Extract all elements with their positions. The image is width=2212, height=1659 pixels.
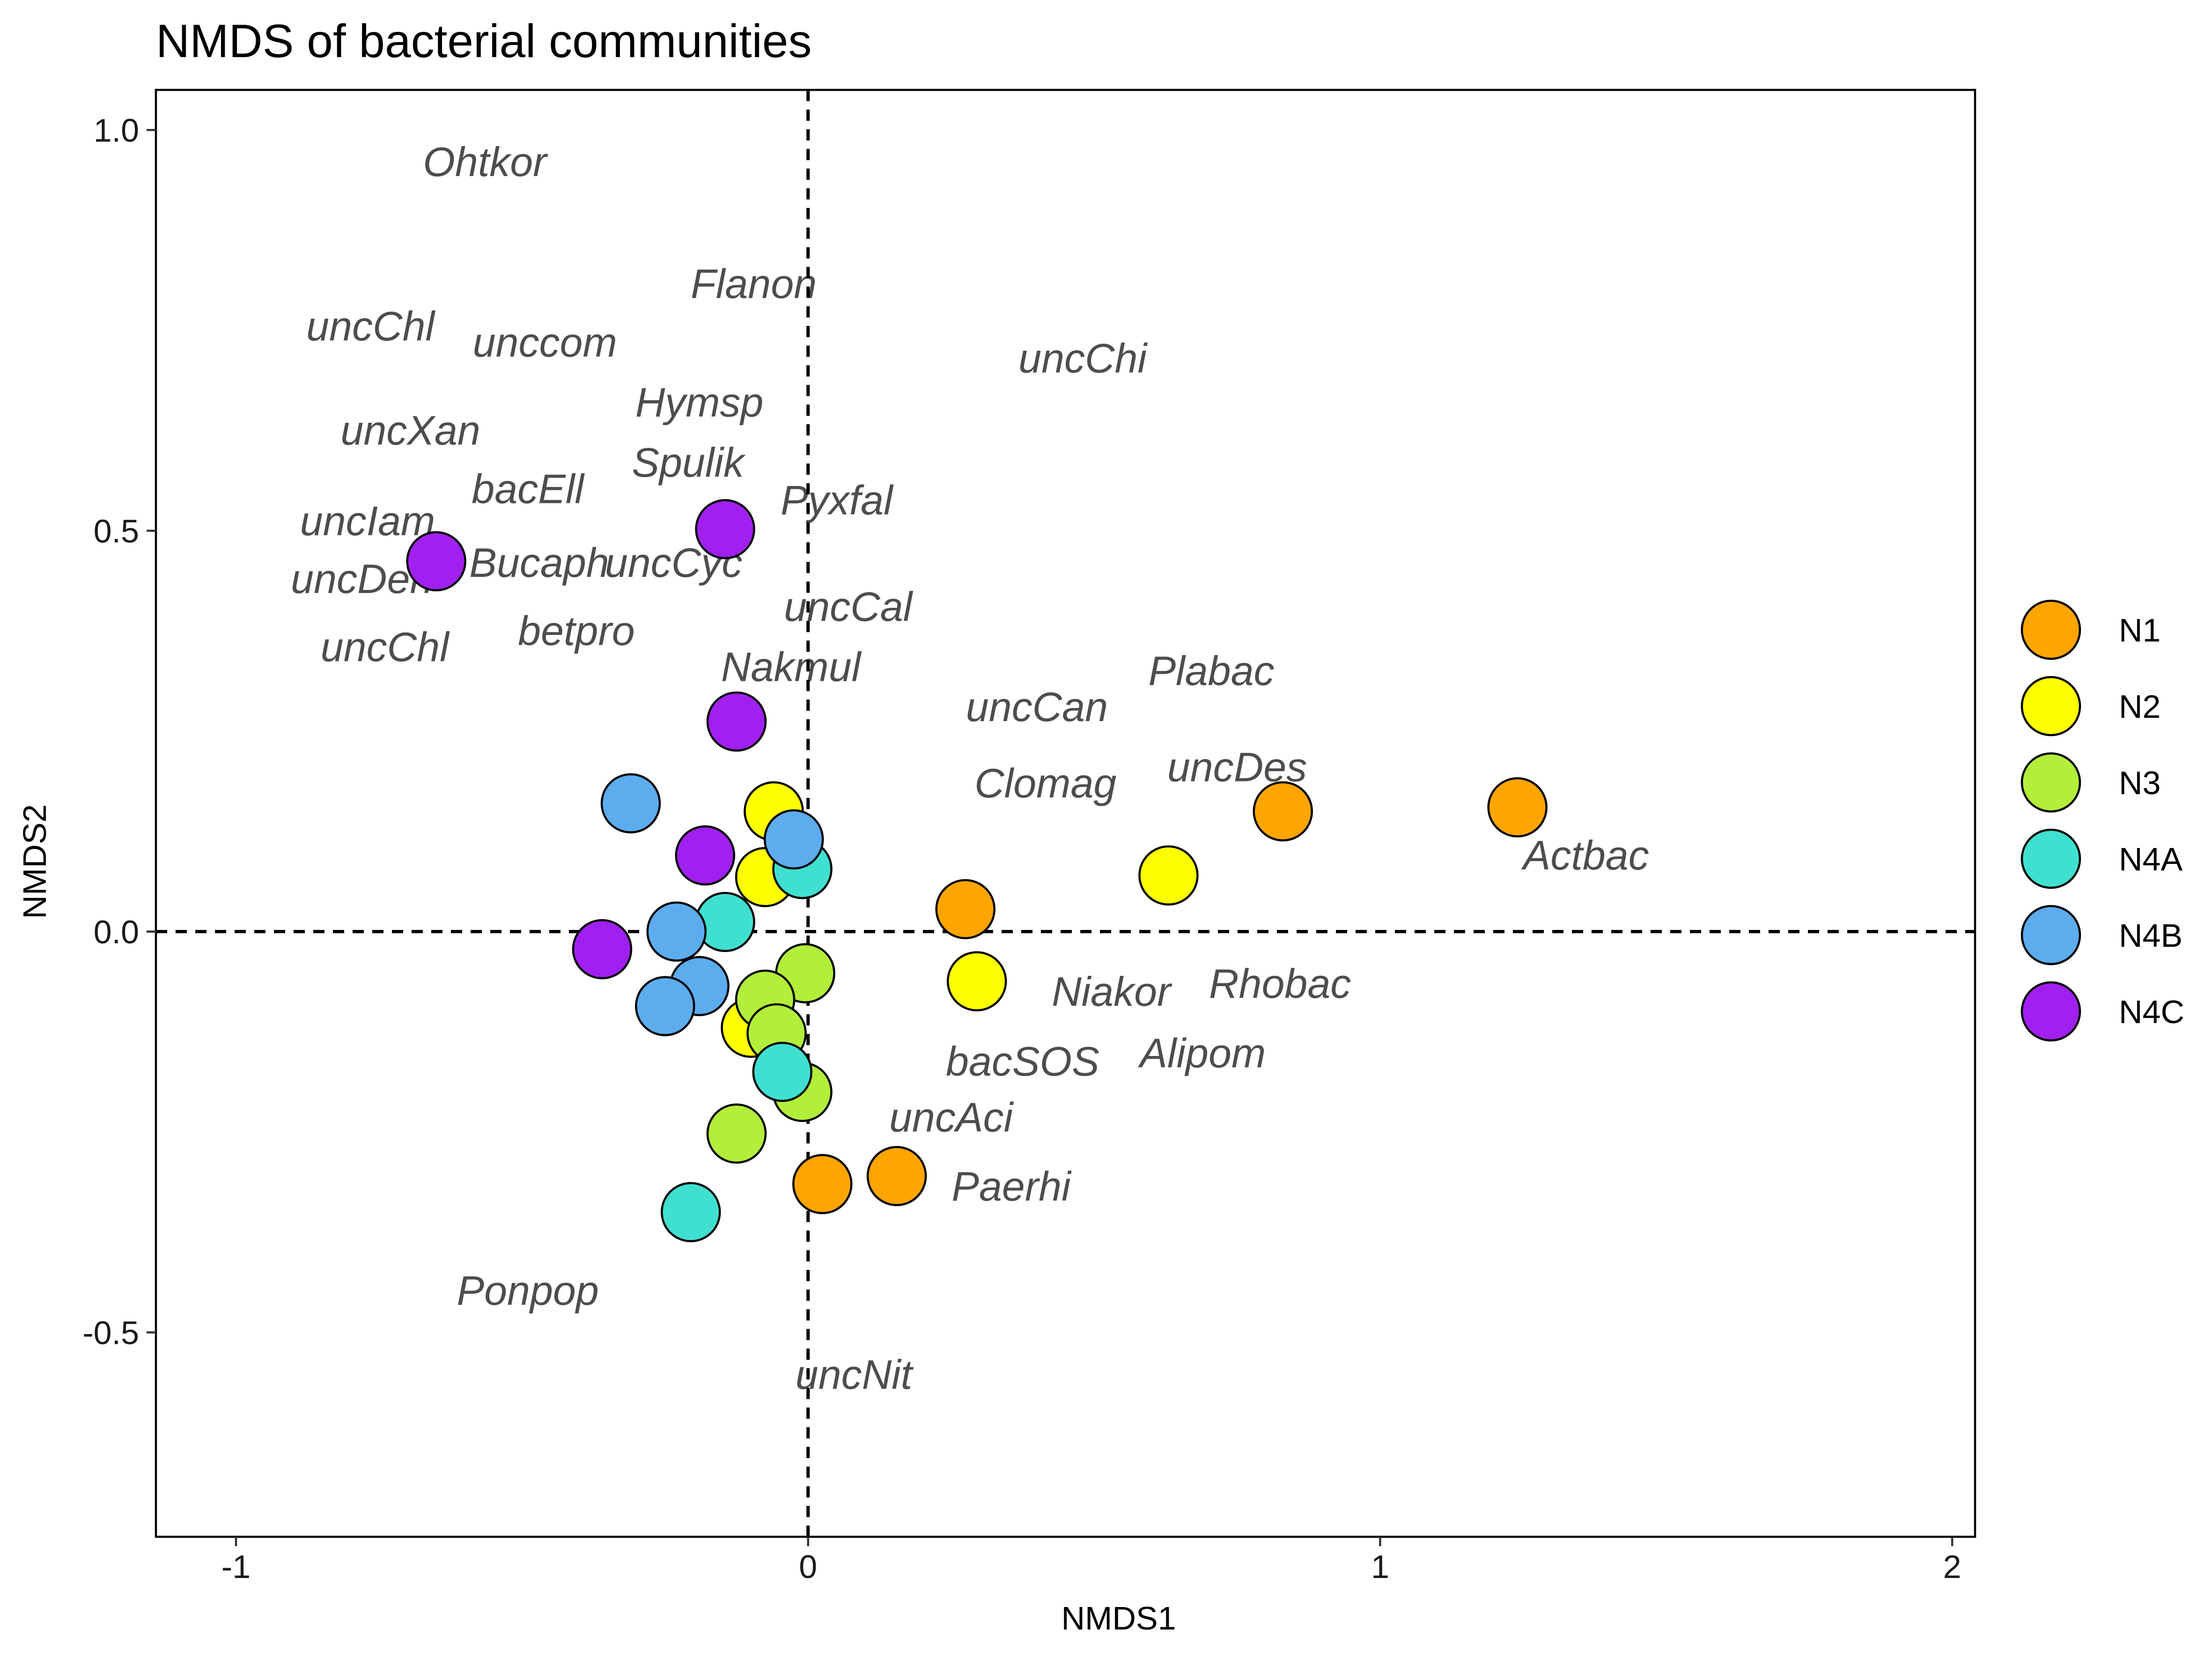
legend: N1 N2 N3 N4A N4B N4C [2020, 599, 2184, 1042]
species-label: Bucaph [469, 539, 609, 586]
species-label: Niakor [1052, 968, 1172, 1015]
species-label: uncCan [966, 684, 1108, 730]
species-label: Ohtkor [423, 139, 548, 185]
species-label: uncCal [784, 583, 913, 630]
legend-item-n4a: N4A [2020, 828, 2183, 889]
point-n1 [1487, 777, 1548, 838]
point-n4b [763, 809, 824, 870]
point-n3 [706, 1103, 767, 1164]
species-label: uncNit [796, 1351, 914, 1398]
legend-label: N2 [2119, 688, 2160, 725]
data-points [406, 499, 1548, 1242]
legend-key-n1 [2020, 599, 2081, 660]
panel-background [156, 90, 1975, 1537]
species-label: uncChl [321, 624, 450, 670]
point-n1 [792, 1154, 853, 1215]
legend-key-n4c [2020, 981, 2081, 1042]
legend-label: N4B [2119, 917, 2183, 954]
point-n4c [406, 531, 466, 591]
species-label: Pyxfal [781, 477, 894, 523]
y-tick-label: 1.0 [94, 112, 139, 149]
x-tick-label: 1 [1371, 1548, 1389, 1585]
point-n4b [646, 901, 707, 962]
legend-item-n4b: N4B [2020, 905, 2183, 966]
panel-border [155, 88, 1976, 1538]
legend-label: N4A [2119, 841, 2183, 877]
species-label: Paerhi [951, 1163, 1072, 1209]
species-label: unccom [473, 319, 617, 365]
point-n1 [866, 1146, 927, 1206]
y-axis-title: NMDS2 [16, 804, 53, 919]
x-tick-label: -1 [221, 1548, 251, 1585]
y-tick-label: 0.5 [94, 513, 139, 550]
species-label: Alipom [1137, 1030, 1266, 1077]
legend-item-n3: N3 [2020, 752, 2160, 813]
species-label: uncXan [340, 407, 480, 454]
y-tick-label: 0.0 [94, 914, 139, 951]
species-label: Ponpop [457, 1267, 598, 1313]
legend-label: N3 [2119, 765, 2160, 801]
point-n4c [706, 691, 767, 752]
point-n2 [946, 951, 1007, 1011]
point-n4b [635, 976, 695, 1036]
legend-label: N4C [2119, 994, 2184, 1030]
chart-title: NMDS of bacterial communities [156, 15, 811, 67]
species-label: betpro [518, 608, 635, 654]
species-label: Clomag [974, 760, 1116, 806]
species-label: Hymsp [635, 379, 764, 426]
legend-key-n4a [2020, 828, 2081, 889]
x-tick-label: 2 [1943, 1548, 1961, 1585]
point-n4c [675, 825, 736, 886]
legend-key-n4b [2020, 905, 2081, 966]
point-n1 [935, 879, 995, 939]
species-label: bacEll [472, 466, 585, 512]
point-n4b [600, 773, 661, 833]
species-label: Nakmul [721, 644, 862, 690]
species-label: Flanon [691, 260, 817, 307]
reference-lines [156, 90, 1975, 1537]
species-label: uncIam [300, 498, 435, 544]
species-labels: Ohtkor Flanon uncChl unccom uncChi Hymsp uncXa… [291, 139, 1649, 1398]
legend-item-n1: N1 [2020, 599, 2160, 660]
point-n4a [752, 1041, 813, 1102]
point-n4c [695, 499, 755, 560]
species-label: bacSOS [946, 1038, 1099, 1084]
point-n4c [572, 919, 633, 980]
axes: -1 0 1 2 1.0 0.5 0.0 -0.5 [82, 112, 1961, 1585]
panel-frame [155, 88, 1976, 1538]
species-label: uncAci [889, 1094, 1014, 1141]
species-label: Plabac [1148, 648, 1274, 694]
point-n4a [661, 1182, 721, 1242]
species-label: uncChl [306, 303, 435, 349]
legend-item-n2: N2 [2020, 676, 2160, 737]
x-axis-title: NMDS1 [1061, 1600, 1176, 1637]
species-label: Actbac [1521, 832, 1649, 878]
legend-item-n4c: N4C [2020, 981, 2184, 1042]
species-label: uncChi [1018, 335, 1148, 381]
point-n1 [1253, 781, 1313, 841]
point-n2 [1138, 845, 1199, 906]
legend-label: N1 [2119, 612, 2160, 649]
species-label: Rhobac [1209, 960, 1351, 1007]
species-label: Spulik [632, 439, 746, 486]
plot-panel [156, 90, 1975, 1537]
x-tick-label: 0 [799, 1548, 817, 1585]
legend-key-n2 [2020, 676, 2081, 737]
legend-key-n3 [2020, 752, 2081, 813]
y-tick-label: -0.5 [82, 1314, 139, 1351]
